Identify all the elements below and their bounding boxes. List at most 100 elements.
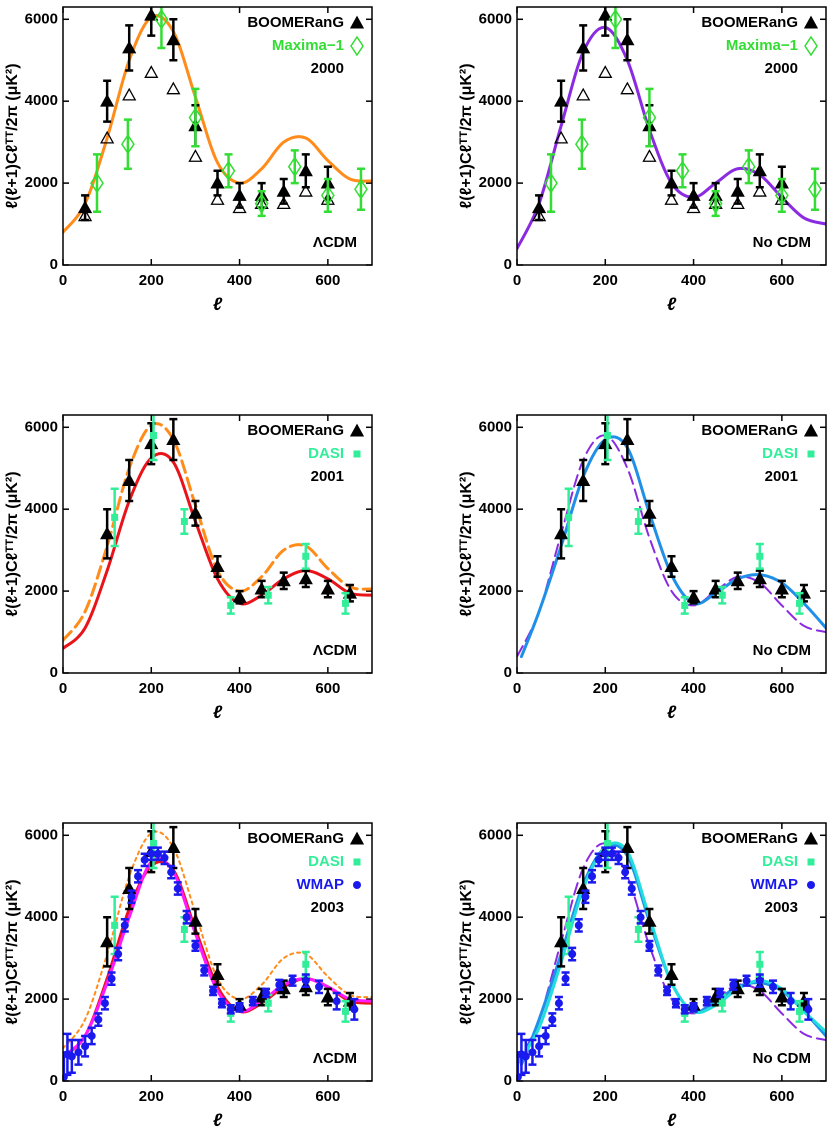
marker [541,1031,550,1040]
x-tick-label: 200 [139,1088,164,1105]
marker [320,185,335,206]
marker [144,7,159,21]
annotation: 2003 [311,899,344,916]
y-tick-label: 0 [504,1072,512,1089]
y-tick-label: 4000 [479,908,512,925]
marker [716,988,725,997]
legend-marker [803,831,819,845]
marker [100,130,115,144]
panel: 0 2000 4000 6000 0 200 400 600 ℓ ℓ(ℓ+1)Cℓᵀᵀ/2π (μ… [4,414,373,722]
y-tick-label: 6000 [25,418,58,435]
marker [598,65,613,78]
marker [620,840,635,854]
marker [680,1005,689,1014]
x-tick-label: 0 [59,1088,67,1105]
y-axis-label: ℓ(ℓ+1)Cℓᵀᵀ/2π (μK²) [458,879,475,1024]
marker [528,1048,537,1057]
marker [531,200,547,214]
marker [621,868,630,877]
model-label: No CDM [753,1050,811,1067]
marker [565,513,573,521]
y-tick-label: 2000 [25,990,58,1007]
marker [210,192,225,205]
marker [620,81,635,95]
marker [160,853,169,862]
y-tick-label: 2000 [25,174,58,191]
marker [127,892,136,901]
marker [144,65,159,78]
x-tick-label: 200 [593,272,618,289]
plot-area [517,823,826,1081]
marker [642,505,657,519]
marker [568,950,577,959]
marker [576,473,591,486]
marker [114,950,123,959]
plot-frame [62,6,373,266]
marker [730,183,745,197]
plot-area [517,415,826,659]
y-tick-label: 0 [50,1072,58,1089]
marker [756,960,764,968]
error-bar [290,149,299,185]
marker [581,892,590,901]
x-axis-label: ℓ [667,702,677,722]
y-tick-label: 4000 [479,92,512,109]
x-tick-label: 200 [139,272,164,289]
marker [209,986,218,995]
y-tick-label: 4000 [25,500,58,517]
annotation: 2001 [311,468,344,485]
marker [227,601,235,609]
marker [574,133,589,155]
marker [796,1007,804,1015]
legend-label: DASI [308,445,344,462]
legend-label: Maxima−1 [726,37,798,54]
marker [730,573,745,587]
model-curve [63,14,372,234]
marker [107,974,116,983]
marker [87,1031,96,1040]
x-tick-label: 400 [227,272,252,289]
marker [221,160,236,182]
marker [122,87,137,101]
marker [664,967,679,980]
x-tick-label: 600 [769,272,794,289]
marker [350,1005,359,1014]
marker [90,172,104,194]
marker [554,934,569,948]
x-tick-label: 400 [227,680,252,697]
error-bar [92,153,101,214]
marker [111,513,119,521]
legend-marker [349,15,365,29]
marker [302,552,310,560]
marker [191,941,200,950]
marker [210,559,225,572]
x-axis-label: ℓ [667,1110,677,1130]
legend-label: BOOMERanG [701,830,798,847]
marker [608,8,623,30]
marker [671,999,680,1008]
y-tick-label: 6000 [479,418,512,435]
marker [645,941,654,950]
marker [603,839,611,847]
marker [264,999,272,1007]
marker [574,921,583,930]
marker [166,81,181,95]
x-tick-label: 400 [681,1088,706,1105]
marker [702,997,711,1006]
plot-area [63,823,372,1081]
y-tick-label: 4000 [479,500,512,517]
marker [134,872,143,881]
marker [642,107,657,128]
x-tick-label: 600 [315,1088,340,1105]
legend-label: WMAP [751,876,799,893]
marker [718,591,726,599]
y-tick-label: 0 [50,664,58,681]
marker [144,436,159,450]
marker [554,999,563,1008]
marker [173,884,182,893]
error-bar [191,87,200,148]
error-bar [810,167,819,211]
x-tick-label: 0 [513,272,521,289]
legend-label: BOOMERanG [247,422,344,439]
